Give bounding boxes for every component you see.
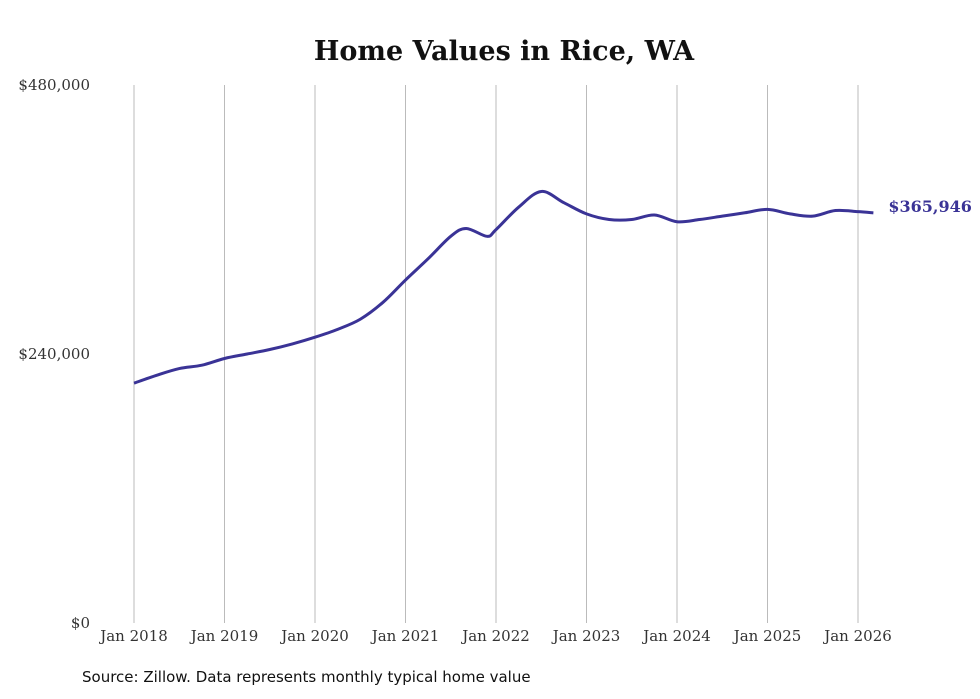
x-tick-label: Jan 2021 [370,627,440,645]
series-line [133,189,874,385]
x-tick-label: Jan 2025 [732,627,802,645]
x-tick-label: Jan 2026 [822,627,892,645]
y-tick-label: $0 [71,614,90,632]
x-tick-label: Jan 2019 [189,627,259,645]
y-tick-label: $240,000 [18,345,90,363]
x-tick-label: Jan 2018 [98,627,168,645]
y-tick-label: $480,000 [18,76,90,94]
x-tick-label: Jan 2024 [641,627,711,645]
end-value-label: $365,946 [888,197,972,216]
x-tick-label: Jan 2023 [551,627,621,645]
x-tick-label: Jan 2020 [279,627,349,645]
chart-title: Home Values in Rice, WA [314,36,695,67]
source-note: Source: Zillow. Data represents monthly … [82,668,531,686]
x-tick-label: Jan 2022 [460,627,530,645]
